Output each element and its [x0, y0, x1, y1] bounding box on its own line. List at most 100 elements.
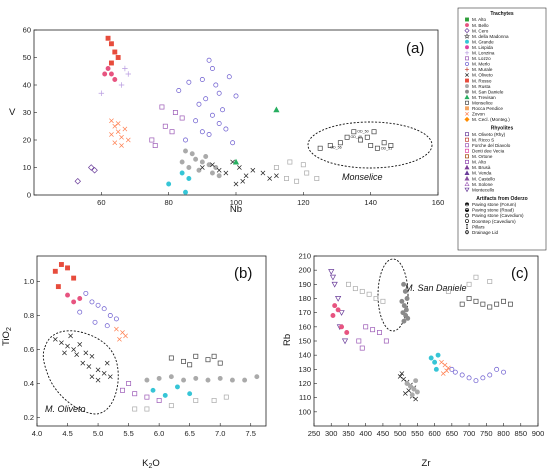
legend-label-0-8: M. Merlo [472, 62, 490, 67]
legend-label-1-2: Forche del Diavolo [472, 143, 511, 148]
panel-a-point-3-5 [122, 126, 128, 132]
panel-b-point-9-5 [132, 406, 138, 412]
panel-a-point-7-0 [199, 165, 205, 170]
panel-c-xtick-label-7: 600 [428, 429, 441, 438]
panel-a-point-4-14 [183, 137, 188, 143]
panel-a-point-12-4 [273, 165, 279, 170]
panel-b: (b) K2O TiO2 M. Oliveto 4.0 4.5 5.0 5.5 6.0 6… [1, 255, 267, 470]
panel-c-point-6-3 [444, 368, 450, 374]
panel-b-ytick-label-4: 1.0 [24, 277, 34, 286]
panel-a-point-0-3 [115, 55, 121, 60]
panel-a-point-4-6 [196, 101, 202, 107]
legend-marker-1-5 [465, 159, 469, 164]
panel-c-xtick-label-9: 700 [463, 429, 476, 438]
legend-marker-0-18 [464, 116, 470, 122]
panel-b-point-3-0 [52, 336, 58, 342]
panel-c-point-1-6 [341, 338, 349, 345]
panel-c-point-4-5 [406, 388, 412, 393]
panel-a-point-4-4 [216, 90, 222, 96]
panel-c-point-8-2 [480, 301, 486, 307]
legend-section-title-2: Artifacts from Oderzo [476, 196, 527, 202]
panel-a-sample-label-1: OD_50 [357, 129, 368, 133]
panel-b-ticks: 4.0 4.5 5.0 5.5 6.0 6.5 7.0 7.5 0.2 0.4 0.6 0.8 1.0 [24, 277, 256, 438]
panel-a-point-5-0 [159, 104, 165, 110]
panel-c-point-9-3 [383, 338, 389, 344]
panel-c-point-6-0 [439, 359, 444, 365]
panel-b-point-5-8 [242, 377, 248, 383]
legend-label-2-3: Doorstep (Cavedium) [472, 219, 516, 224]
panel-b-ytick-label-1: 0.4 [24, 379, 34, 388]
legend-label-0-18: M. Cecl. (Monteg.) [472, 117, 510, 122]
panel-a-point-6-11 [213, 165, 219, 170]
panel-b-point-9-4 [223, 394, 229, 400]
panel-a-point-3-6 [109, 132, 114, 137]
panel-a-point-12-6 [287, 159, 293, 165]
panel-c-ticks: 250 300 350 400 450 500 550 600 650 700 750 800 850 9… [298, 252, 544, 439]
panel-a-point-10-4 [358, 137, 364, 143]
panel-c-point-10-2 [359, 288, 365, 294]
legend-label-0-5: M. Lispida [472, 45, 493, 50]
legend-marker-0-16 [465, 106, 469, 111]
panel-a-point-11-0 [88, 164, 95, 171]
panel-c-point-1-0 [328, 269, 335, 275]
panel-c-region-label: M. San Daniele [405, 283, 467, 293]
panel-c-point-0-2 [404, 296, 410, 301]
panel-b-point-1-2 [77, 296, 83, 301]
legend-marker-1-7 [464, 170, 470, 175]
panel-c-point-0-6 [400, 310, 406, 316]
legend-section-title-0: Trachytes [490, 11, 514, 17]
panel-a-point-8-0 [183, 189, 188, 195]
legend-marker-1-8 [464, 175, 470, 181]
panel-c-point-4-0 [397, 374, 403, 379]
panel-b-xtick-label-1: 4.5 [62, 429, 72, 438]
panel-b-point-7-0 [168, 355, 174, 361]
panel-a-point-4-16 [186, 79, 192, 85]
panel-b-point-6-2 [175, 384, 180, 390]
panel-a-point-7-11 [233, 181, 239, 187]
panel-c-xlabel: Zr [422, 458, 431, 469]
panel-a-point-4-3 [213, 82, 219, 88]
panel-b-point-7-5 [217, 360, 223, 366]
panel-a-point-7-3 [223, 170, 229, 176]
panel-c-point-10-9 [445, 288, 451, 294]
panel-a-ytick-label-5: 50 [23, 53, 31, 62]
panel-a-ticks: 60 80 100 120 140 160 0 10 20 30 40 50 60 [23, 26, 445, 208]
panel-c-ytick-label-2: 120 [298, 379, 311, 388]
legend-marker-1-0 [465, 132, 469, 137]
panel-b-xtick-label-4: 6.0 [154, 429, 164, 438]
legend-label-0-6: M. Lonzina [472, 51, 495, 56]
panel-c-point-9-0 [363, 324, 369, 330]
panel-a-point-0-1 [108, 41, 114, 47]
legend-label-0-7: M. Lozzo [472, 56, 491, 61]
legend-label-0-12: M. Rusta [472, 84, 491, 89]
legend-label-1-8: M. Castello [472, 176, 495, 181]
panel-a-point-3-2 [115, 129, 121, 135]
legend-marker-2-0 [465, 202, 469, 205]
legend-label-1-4: M. Ortone [472, 154, 493, 159]
panel-c-point-8-5 [501, 298, 506, 304]
legend-label-1-1: M. Ricco S [472, 137, 494, 142]
panel-c-xtick-label-1: 300 [325, 429, 338, 438]
panel-b-point-4-0 [114, 326, 119, 332]
panel-a-point-3-1 [112, 123, 118, 129]
panel-a-label: (a) [406, 40, 424, 57]
panel-b-point-6-1 [162, 392, 168, 398]
panel-c-point-0-5 [403, 307, 409, 313]
panel-b-point-7-6 [187, 362, 193, 368]
panel-b-points [52, 262, 260, 412]
panel-c-point-1-4 [338, 310, 345, 316]
panel-b-point-0-1 [58, 262, 64, 267]
panel-a-point-10-5 [364, 134, 370, 140]
panel-c-point-5-1 [408, 383, 413, 389]
panel-b-point-8-2 [144, 394, 150, 400]
panel-c-point-3-7 [494, 366, 500, 372]
panel-b-point-1-0 [65, 292, 70, 298]
legend-marker-0-2 [464, 28, 470, 34]
legend-marker-0-6 [464, 50, 470, 55]
panel-c-ytick-label-10: 200 [298, 266, 311, 275]
panel-c-point-9-5 [359, 345, 365, 351]
panel-b-point-4-3 [117, 336, 122, 342]
panel-c-xtick-label-8: 650 [446, 429, 459, 438]
